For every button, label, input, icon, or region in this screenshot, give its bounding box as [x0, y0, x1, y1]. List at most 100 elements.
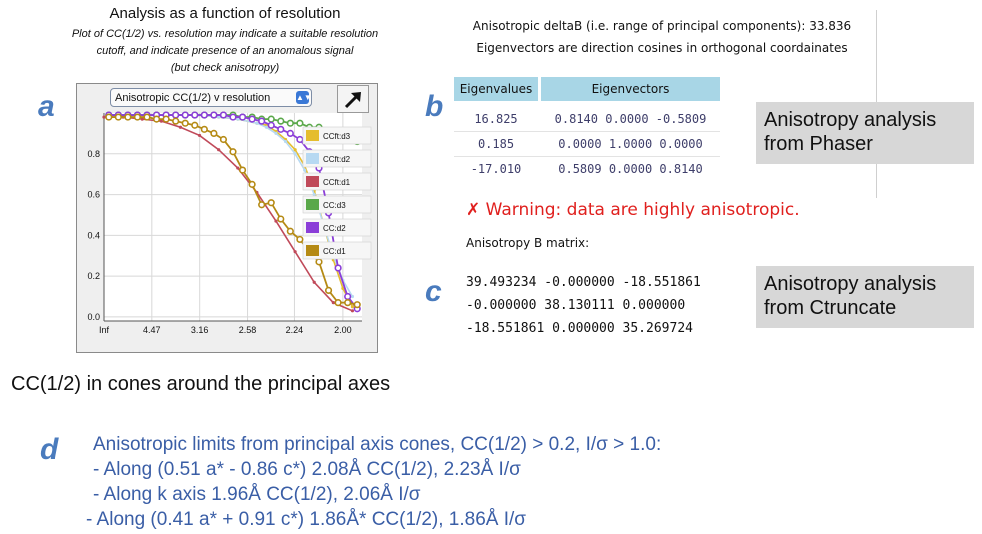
- table-row: 16.825 0.8140 0.0000 -0.5809: [454, 107, 720, 131]
- chart-title: Analysis as a function of resolution: [109, 5, 341, 22]
- expand-arrow-icon: [344, 92, 361, 109]
- data-point: [277, 117, 285, 125]
- data-point: [341, 286, 345, 290]
- data-point: [334, 299, 342, 307]
- data-point: [274, 131, 278, 135]
- data-point: [162, 115, 170, 123]
- data-point: [124, 113, 132, 121]
- data-point: [197, 133, 202, 138]
- legend-swatch: [306, 153, 319, 164]
- plot-select-dropdown[interactable]: Anisotropic CC(1/2) v resolution ▲▼: [110, 88, 312, 107]
- legend-swatch: [306, 176, 319, 187]
- legend-label: CCft:d3: [323, 132, 351, 141]
- data-point: [286, 129, 294, 137]
- data-point: [283, 139, 288, 144]
- panel-letter-c: c: [425, 275, 442, 308]
- data-point: [172, 111, 180, 119]
- phaser-note-line-1: Anisotropy analysis: [764, 109, 937, 131]
- data-point: [172, 117, 180, 125]
- anisotropy-warning: ✗ Warning: data are highly anisotropic.: [466, 200, 800, 220]
- eigenvalue-cell: 16.825: [474, 112, 518, 126]
- data-point: [344, 299, 352, 307]
- data-point: [181, 119, 189, 127]
- legend-swatch: [306, 130, 319, 141]
- y-tick-label: 0.6: [87, 190, 100, 200]
- data-point: [267, 199, 275, 207]
- data-point: [267, 115, 275, 123]
- data-point: [229, 113, 237, 121]
- ctruncate-note-line-2: from Ctruncate: [764, 297, 897, 319]
- data-point: [238, 166, 247, 174]
- data-point: [178, 125, 183, 129]
- data-point: [312, 280, 316, 284]
- ctruncate-note-line-1: Anisotropy analysis: [764, 273, 937, 295]
- data-point: [255, 121, 259, 125]
- legend-item: [302, 172, 372, 191]
- data-point: [238, 113, 247, 121]
- x-tick-label: Inf: [99, 325, 110, 335]
- eigenvector-cell: 0.0000 1.0000 0.0000: [558, 137, 703, 151]
- data-point: [219, 111, 228, 119]
- anisotropic-limits-heading: Anisotropic limits from principal axis c…: [93, 434, 662, 455]
- data-point: [274, 219, 278, 223]
- phaser-note: Anisotropy analysis from Phaser: [756, 102, 974, 164]
- legend-label: CC:d3: [323, 201, 346, 210]
- data-point: [200, 125, 208, 133]
- resolution-chart: 0.0 0.2 0.4 0.6 0.8 Inf 4.47 3.16 2.58 2.24 2.00 C…: [87, 111, 372, 335]
- y-tick-label: 0.8: [87, 149, 100, 159]
- x-tick-label: 4.47: [143, 325, 161, 335]
- phaser-note-line-2: from Phaser: [764, 133, 873, 155]
- plot-select-value: Anisotropic CC(1/2) v resolution: [115, 92, 271, 104]
- legend-item: [302, 218, 372, 237]
- expand-button[interactable]: [337, 85, 369, 113]
- data-point: [248, 115, 256, 123]
- limit-item-3: - Along (0.41 a* + 0.91 c*) 1.86Å* CC(1/…: [86, 509, 526, 530]
- eigenvector-cell: 0.8140 0.0000 -0.5809: [554, 112, 707, 126]
- data-point: [236, 117, 240, 121]
- legend-swatch: [306, 199, 319, 210]
- data-point: [324, 286, 333, 295]
- data-point: [296, 135, 304, 144]
- panel-letter-d: d: [40, 433, 59, 466]
- eigenvector-cell: 0.5809 0.0000 0.8140: [558, 162, 703, 176]
- eigenvectors-header: Eigenvectors: [541, 77, 720, 101]
- data-point: [236, 166, 240, 170]
- data-point: [353, 301, 361, 309]
- eigenvector-note: Eigenvectors are direction cosines in or…: [476, 41, 848, 55]
- data-point: [344, 292, 352, 301]
- data-point: [286, 119, 294, 127]
- chart-subtitle-line-3: (but check anisotropy): [170, 62, 280, 74]
- deltab-header: Anisotropic deltaB (i.e. range of princi…: [472, 19, 852, 33]
- panel-a-caption: CC(1/2) in cones around the principal ax…: [11, 373, 391, 395]
- data-point: [191, 111, 199, 119]
- b-matrix-row-2: -0.000000 38.130111 0.000000: [466, 298, 686, 313]
- data-point: [217, 148, 221, 152]
- data-point: [303, 168, 307, 172]
- legend-swatch: [306, 245, 319, 256]
- chart-subtitle-line-2: cutoff, and indicate presence of an anom…: [96, 45, 354, 57]
- legend-label: CC:d2: [323, 224, 346, 233]
- legend-label: CCft:d2: [323, 155, 351, 164]
- data-point: [248, 180, 256, 188]
- legend-label: CC:d1: [323, 247, 346, 256]
- legend-item: [302, 195, 372, 214]
- data-point: [219, 135, 228, 144]
- b-matrix-label: Anisotropy B matrix:: [466, 236, 590, 250]
- b-matrix-row-3: -18.551861 0.000000 35.269724: [466, 321, 693, 336]
- data-point: [191, 121, 199, 129]
- data-point: [200, 111, 208, 119]
- panel-letter-b: b: [425, 90, 444, 123]
- eigenvalue-cell: 0.185: [477, 137, 515, 151]
- x-tick-label: 3.16: [191, 325, 209, 335]
- data-point: [264, 125, 269, 129]
- data-point: [181, 111, 189, 119]
- data-point: [267, 121, 275, 129]
- data-point: [229, 148, 237, 156]
- data-point: [296, 119, 304, 127]
- data-point: [210, 129, 218, 137]
- data-point: [105, 113, 113, 121]
- data-point: [140, 117, 144, 121]
- table-row: 0.185 0.0000 1.0000 0.0000: [454, 132, 720, 156]
- data-point: [133, 113, 142, 121]
- data-point: [286, 227, 294, 235]
